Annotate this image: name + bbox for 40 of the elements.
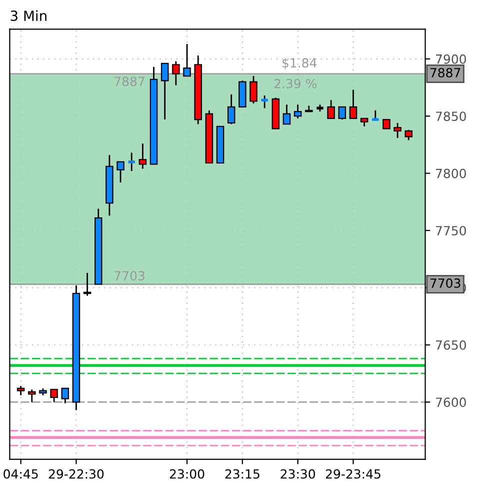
y-tick-label: 7850 [436,112,466,122]
candlestick [138,142,147,170]
x-tick-label: 29-23:45 [326,469,380,479]
annotation: $1.84 [282,58,317,70]
annotation: 7887 [114,76,144,86]
y-tick-label: 7900 [436,54,466,64]
candlestick [83,272,92,296]
candlestick [394,122,402,139]
ref-line-label: 7703 [430,278,460,288]
candlestick [250,75,258,104]
annotation: 7703 [114,271,144,281]
chart-title: 3 Min [10,10,46,22]
y-tick-label: 7600 [436,398,466,407]
candlestick [404,129,413,141]
candlestick [116,161,124,184]
candlestick [294,104,302,120]
candlestick [382,118,390,130]
candlestick [28,388,36,403]
candlestick [172,60,180,86]
candlestick [260,94,270,109]
ref-line-label: 7887 [430,68,460,78]
candlestick [160,62,169,120]
annotation: 2.39 % [274,78,317,88]
candlestick [327,99,335,120]
candlestick [183,43,191,77]
candlestick [282,104,291,125]
x-tick-label: 04:45 [4,469,38,479]
x-tick-label: 23:15 [225,469,260,479]
y-tick-label: 7650 [436,340,466,350]
candlestick [338,106,346,120]
candlestick [50,388,58,403]
candlestick [61,388,70,404]
y-tick-label: 7800 [436,168,466,178]
x-tick-label: 23:30 [280,469,315,479]
y-tick-label: 7750 [436,226,466,236]
x-tick-label: 23:00 [170,469,204,479]
x-tick-label: 29-22:30 [48,469,104,479]
candlestick [126,152,136,172]
candlestick [349,89,358,120]
candlestick [227,94,236,125]
